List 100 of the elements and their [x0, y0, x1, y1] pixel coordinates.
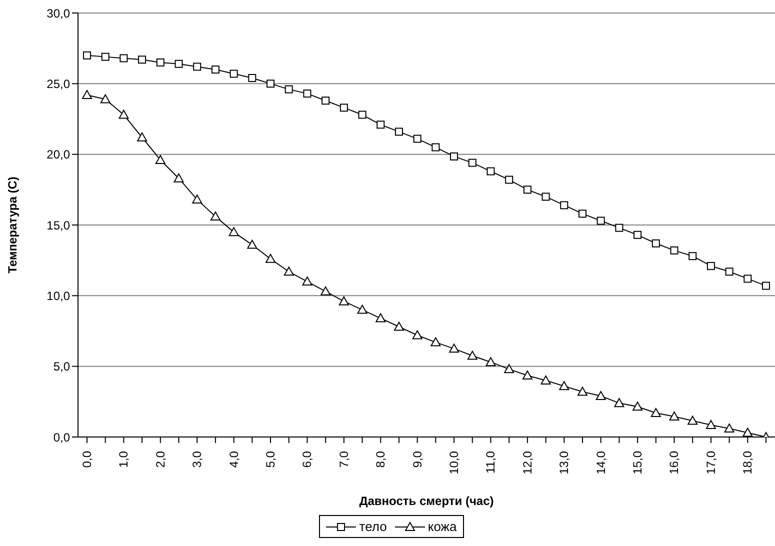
- point: [174, 173, 184, 182]
- point: [650, 408, 661, 417]
- point: [578, 210, 586, 218]
- point: [376, 120, 385, 129]
- point: [192, 194, 202, 204]
- x-tick-label: 15,0: [630, 450, 645, 474]
- point: [303, 90, 312, 98]
- y-tick-label: 30,0: [46, 6, 70, 20]
- x-tick-label: 7,0: [336, 450, 351, 468]
- point: [577, 386, 588, 396]
- point: [742, 428, 753, 437]
- point: [449, 344, 460, 353]
- point: [83, 51, 91, 60]
- x-axis-title: Давность смерти (час): [359, 494, 494, 508]
- point: [706, 262, 715, 270]
- y-tick-label: 25,0: [46, 76, 70, 91]
- point: [504, 364, 514, 374]
- point: [724, 424, 734, 433]
- x-tick-label: 12,0: [520, 450, 534, 474]
- point: [155, 154, 166, 164]
- point: [193, 62, 202, 71]
- point: [596, 216, 605, 225]
- x-tick-label: 9,0: [410, 450, 424, 468]
- point: [688, 416, 698, 425]
- point: [505, 176, 514, 184]
- point: [615, 224, 624, 232]
- point: [358, 110, 366, 119]
- point: [120, 54, 128, 62]
- point: [688, 252, 697, 260]
- y-tick-label: 10,0: [46, 288, 70, 303]
- point: [376, 313, 386, 322]
- point: [430, 337, 441, 346]
- point: [762, 282, 770, 290]
- x-tick-label: 0,0: [80, 450, 94, 468]
- point: [302, 276, 312, 286]
- y-tick-label: 20,0: [46, 148, 70, 162]
- x-tick-label: 1,0: [116, 450, 131, 468]
- point: [669, 412, 680, 421]
- point: [357, 304, 368, 314]
- point: [523, 186, 532, 194]
- x-tick-label: 3,0: [190, 450, 204, 468]
- point: [320, 286, 331, 296]
- point: [725, 268, 734, 276]
- x-tick-label: 4,0: [226, 450, 241, 468]
- point: [322, 96, 330, 105]
- point: [338, 296, 349, 306]
- point: [540, 375, 551, 384]
- point: [652, 239, 660, 248]
- point: [486, 357, 496, 366]
- y-tick-label: 15,0: [46, 218, 70, 232]
- x-tick-label: 13,0: [557, 450, 572, 474]
- point: [101, 52, 110, 61]
- legend-label: тело: [359, 519, 387, 534]
- x-tick-label: 18,0: [740, 450, 755, 474]
- point: [632, 402, 643, 411]
- point: [228, 227, 239, 236]
- point: [634, 230, 642, 239]
- point: [266, 80, 275, 88]
- point: [284, 85, 293, 94]
- x-tick-label: 2,0: [153, 450, 168, 468]
- point: [248, 74, 256, 82]
- point: [542, 192, 550, 201]
- point: [413, 134, 422, 143]
- point: [174, 60, 183, 68]
- x-tick-label: 14,0: [594, 450, 608, 474]
- point: [486, 167, 495, 176]
- point: [138, 56, 146, 64]
- point: [247, 240, 258, 249]
- point: [468, 158, 476, 167]
- point: [432, 143, 440, 152]
- x-tick-label: 10,0: [447, 450, 462, 474]
- x-tick-label: 16,0: [667, 450, 682, 474]
- y-tick-label: 5,0: [53, 360, 70, 374]
- point: [394, 128, 403, 136]
- point: [100, 94, 110, 104]
- point: [412, 330, 422, 340]
- point: [744, 274, 752, 283]
- point: [614, 398, 624, 408]
- point: [596, 391, 606, 400]
- x-tick-label: 5,0: [264, 450, 278, 468]
- point: [82, 90, 92, 99]
- point: [706, 420, 716, 429]
- x-tick-label: 17,0: [704, 450, 718, 474]
- point: [137, 132, 148, 142]
- point: [559, 381, 570, 390]
- point: [450, 152, 458, 160]
- point: [670, 246, 678, 254]
- point: [211, 66, 220, 74]
- point: [394, 322, 404, 331]
- point: [284, 266, 294, 276]
- point: [467, 350, 478, 360]
- point: [522, 370, 532, 380]
- point: [118, 110, 129, 119]
- x-tick-label: 11,0: [484, 450, 498, 474]
- legend-label: кожа: [428, 519, 457, 534]
- point: [560, 201, 568, 210]
- point: [210, 212, 220, 221]
- point: [156, 58, 164, 66]
- point: [340, 104, 348, 112]
- point: [230, 70, 238, 78]
